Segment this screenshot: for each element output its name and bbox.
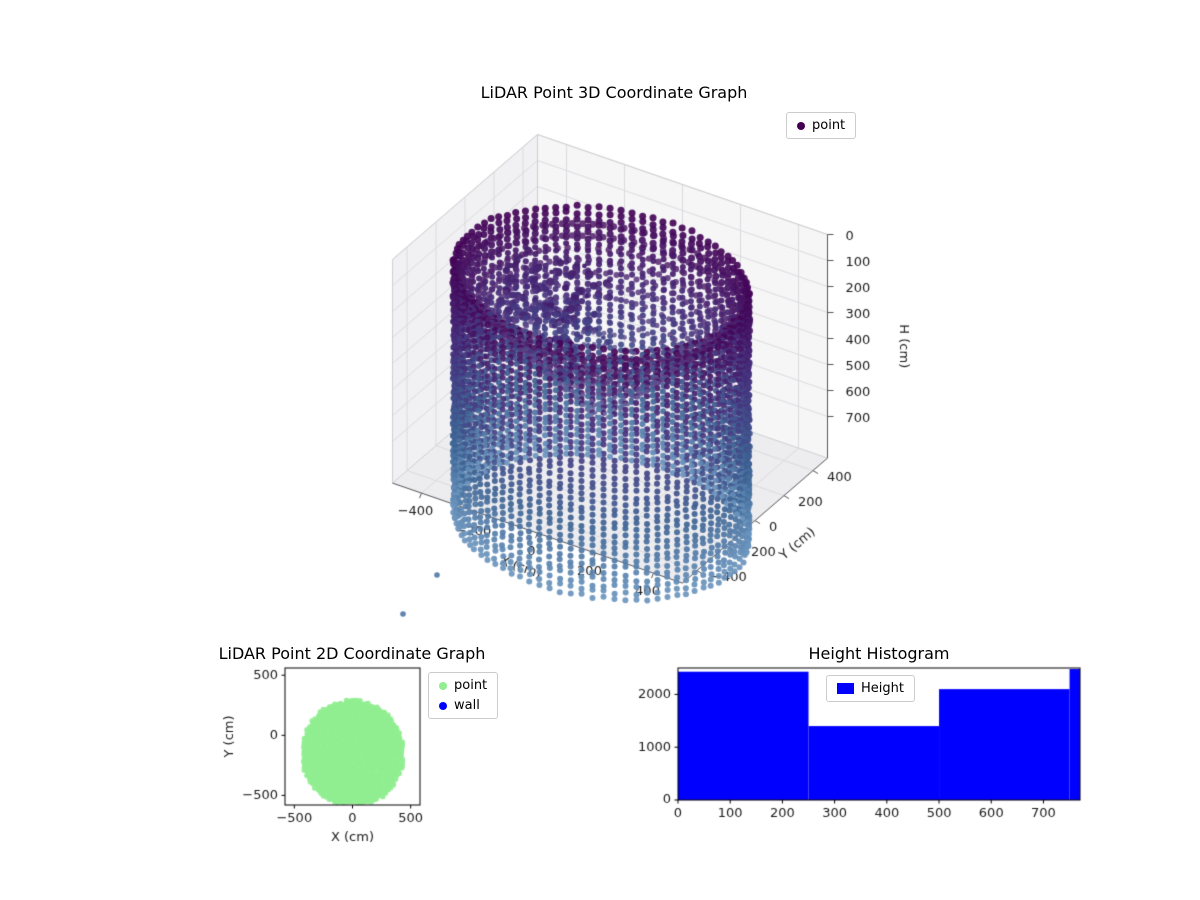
wall-marker-icon bbox=[439, 701, 447, 710]
plot-2d-scatter-canvas bbox=[200, 630, 540, 870]
legend-label-height: Height bbox=[861, 681, 904, 696]
legend-histogram: Height bbox=[826, 675, 915, 702]
legend-entry-wall: wall bbox=[439, 698, 480, 713]
legend-2d: point wall bbox=[428, 672, 499, 719]
chart-title-3d: LiDAR Point 3D Coordinate Graph bbox=[480, 83, 748, 102]
plot-histogram-canvas bbox=[620, 630, 1120, 870]
legend-label-wall: wall bbox=[454, 698, 480, 713]
plot-3d-scatter-canvas bbox=[310, 100, 960, 660]
chart-title-histogram: Height Histogram bbox=[808, 644, 950, 663]
legend-label-point-2d: point bbox=[454, 678, 488, 693]
point-marker-icon bbox=[439, 681, 447, 690]
legend-entry-point: point bbox=[439, 678, 487, 693]
legend-3d: point bbox=[786, 112, 857, 139]
legend-label-point-3d: point bbox=[812, 118, 846, 133]
height-swatch-icon bbox=[837, 683, 854, 694]
chart-title-2d: LiDAR Point 2D Coordinate Graph bbox=[218, 644, 486, 663]
point-marker-icon bbox=[797, 121, 805, 130]
